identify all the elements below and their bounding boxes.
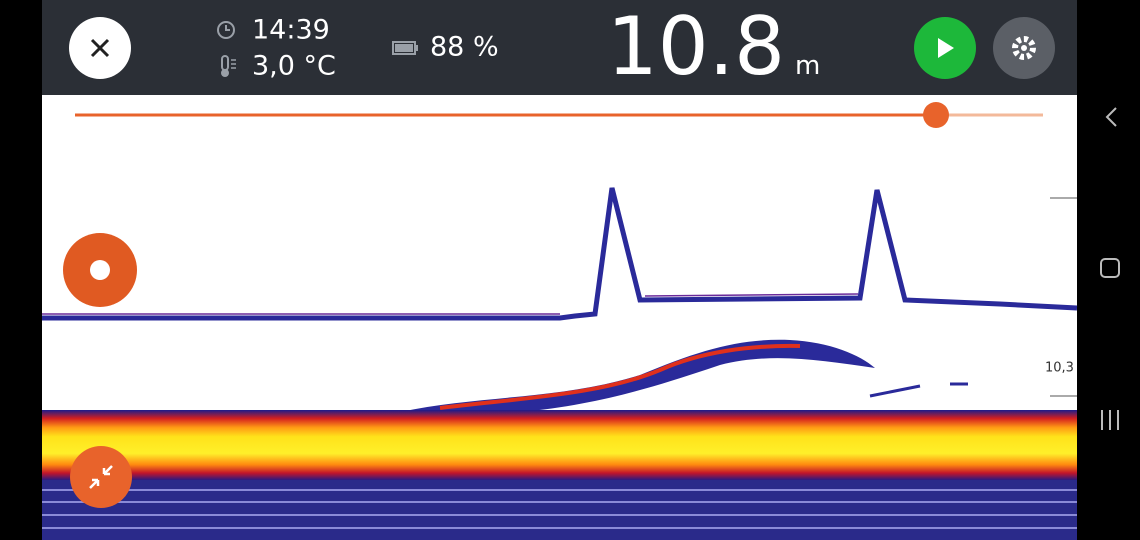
depth-scale-ticks bbox=[1050, 197, 1077, 397]
top-bar bbox=[42, 0, 1077, 95]
depth-unit: m bbox=[795, 51, 820, 81]
globe-icon bbox=[90, 260, 110, 280]
close-button[interactable] bbox=[69, 17, 131, 79]
nav-home[interactable] bbox=[1100, 258, 1120, 278]
thermometer-icon bbox=[221, 55, 236, 77]
sonar-echo-line-2 bbox=[42, 293, 859, 315]
nav-recents[interactable] bbox=[1101, 410, 1119, 430]
play-button[interactable] bbox=[914, 17, 976, 79]
sonar-echo-small bbox=[869, 382, 968, 398]
fish-school bbox=[400, 339, 875, 412]
depth-scale-label: 10,3 bbox=[1045, 361, 1074, 376]
fish-school-core bbox=[439, 343, 801, 410]
collapse-button-bg bbox=[70, 446, 132, 508]
close-icon bbox=[90, 38, 110, 58]
collapse-icon bbox=[89, 465, 113, 489]
time: 14:39 bbox=[252, 15, 330, 46]
settings-icon-center bbox=[1021, 45, 1027, 51]
temperature: 3,0 °C bbox=[252, 51, 336, 82]
depth-value: 10.8 bbox=[607, 0, 785, 93]
map-button[interactable] bbox=[63, 233, 137, 307]
play-icon bbox=[938, 38, 954, 58]
sonar-echo-line bbox=[42, 187, 1078, 321]
collapse-button[interactable] bbox=[70, 446, 132, 508]
slider-knob[interactable] bbox=[923, 102, 949, 128]
nav-back[interactable] bbox=[1105, 107, 1117, 127]
sonar-subbottom-stripes bbox=[42, 489, 1077, 529]
clock-icon bbox=[217, 21, 235, 39]
battery-icon bbox=[392, 41, 418, 55]
sonar-bottom bbox=[42, 410, 1077, 480]
battery: 88 % bbox=[430, 32, 499, 63]
settings-icon bbox=[1012, 36, 1036, 60]
settings-button[interactable] bbox=[993, 17, 1055, 79]
